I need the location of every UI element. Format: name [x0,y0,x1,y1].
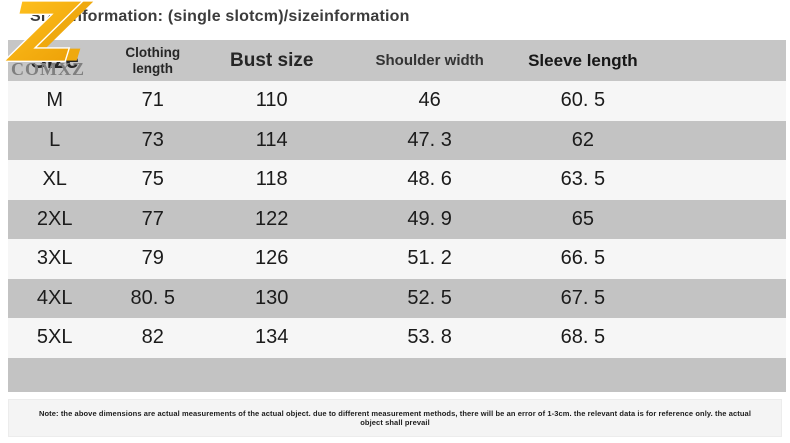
cell-bust-size: 126 [255,247,289,270]
cell-shoulder-width: 49. 9 [407,207,452,230]
cell-shoulder-width: 52. 5 [407,286,452,309]
table-header-row: Size Clothing length Bust size Shoulder … [8,40,786,81]
column-header-clothing-length: Clothing length [125,45,181,76]
brand-name: COMXZ [11,59,85,79]
cell-size: 4XL [36,286,73,309]
column-header-sleeve-length: Sleeve length [528,50,638,70]
cell-clothing-length: 73 [141,128,164,151]
column-header-bust-size: Bust size [230,49,314,71]
cell-bust-size: 114 [255,128,288,151]
double-z-monogram-icon [4,0,94,62]
cell-shoulder-width: 51. 2 [407,247,452,270]
cell-size: 5XL [36,326,73,349]
page-title: Size information: (single slotcm)/sizein… [30,8,410,25]
cell-shoulder-width: 46 [418,89,441,112]
cell-sleeve-length: 66. 5 [560,247,606,270]
cell-sleeve-length: 60. 5 [560,89,606,112]
cell-sleeve-length: 68. 5 [560,326,606,349]
table-row-3xl: 3XL 79 126 51. 2 66. 5 [8,239,786,279]
cell-bust-size: 118 [255,168,288,191]
cell-size: L [49,128,61,151]
cell-bust-size: 130 [255,286,289,309]
note-text: Note: the above dimensions are actual me… [38,409,752,427]
cell-size: 3XL [36,247,73,270]
cell-bust-size: 134 [255,326,289,349]
cell-bust-size: 110 [255,89,288,112]
table-row-2xl: 2XL 77 122 49. 9 65 [8,199,786,239]
cell-sleeve-length: 63. 5 [560,168,606,191]
table-row-xl: XL 75 118 48. 6 63. 5 [8,160,786,200]
cell-shoulder-width: 53. 8 [407,326,452,349]
table-row-m: M 71 110 46 60. 5 [8,81,786,121]
column-header-shoulder-width: Shoulder width [375,52,484,69]
cell-clothing-length: 82 [141,326,164,349]
footer-note-band: Note: the above dimensions are actual me… [8,399,782,437]
cell-size: 2XL [36,207,73,230]
cell-shoulder-width: 48. 6 [407,168,452,191]
cell-sleeve-length: 62 [571,128,595,151]
cell-clothing-length: 77 [141,207,164,230]
brand-logo: COMXZ [2,0,102,86]
cell-clothing-length: 79 [141,247,164,270]
table-row-4xl: 4XL 80. 5 130 52. 5 67. 5 [8,278,786,318]
size-table: Size Clothing length Bust size Shoulder … [8,40,786,392]
cell-sleeve-length: 65 [571,207,595,230]
cell-clothing-length: 71 [141,89,164,112]
cell-bust-size: 122 [255,207,289,230]
table-bottom-band [8,357,786,392]
cell-shoulder-width: 47. 3 [407,128,452,151]
table-row-5xl: 5XL 82 134 53. 8 68. 5 [8,318,786,358]
cell-clothing-length: 80. 5 [130,286,175,309]
cell-clothing-length: 75 [141,168,164,191]
cell-size: M [46,89,64,112]
cell-size: XL [42,168,67,191]
cell-sleeve-length: 67. 5 [560,286,606,309]
table-row-l: L 73 114 47. 3 62 [8,120,786,160]
